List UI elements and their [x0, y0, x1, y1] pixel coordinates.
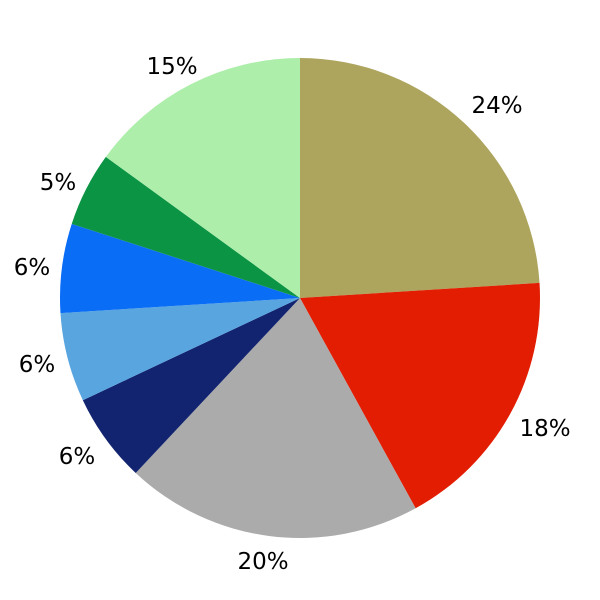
pie-slice-7: [105, 58, 300, 298]
pie-slice-0: [300, 58, 540, 298]
pie-slice-1: [300, 282, 541, 509]
slice-label-1: 18%: [519, 416, 570, 442]
slice-label-0: 24%: [471, 93, 522, 119]
slice-label-5: 6%: [14, 255, 51, 281]
slice-label-6: 5%: [40, 170, 77, 196]
pie-slice-2: [135, 298, 416, 538]
slice-label-4: 6%: [19, 352, 56, 378]
pie-wedges: [59, 58, 541, 538]
pie-labels: 24% 18% 20% 6% 6% 6% 5% 15%: [14, 54, 571, 575]
pie-slice-4: [60, 298, 300, 401]
pie-slice-5: [59, 223, 300, 314]
slice-label-7: 15%: [146, 54, 197, 80]
pie-slice-3: [82, 298, 300, 473]
pie-slice-6: [71, 156, 300, 298]
slice-label-2: 20%: [237, 549, 288, 575]
slice-label-3: 6%: [59, 444, 96, 470]
